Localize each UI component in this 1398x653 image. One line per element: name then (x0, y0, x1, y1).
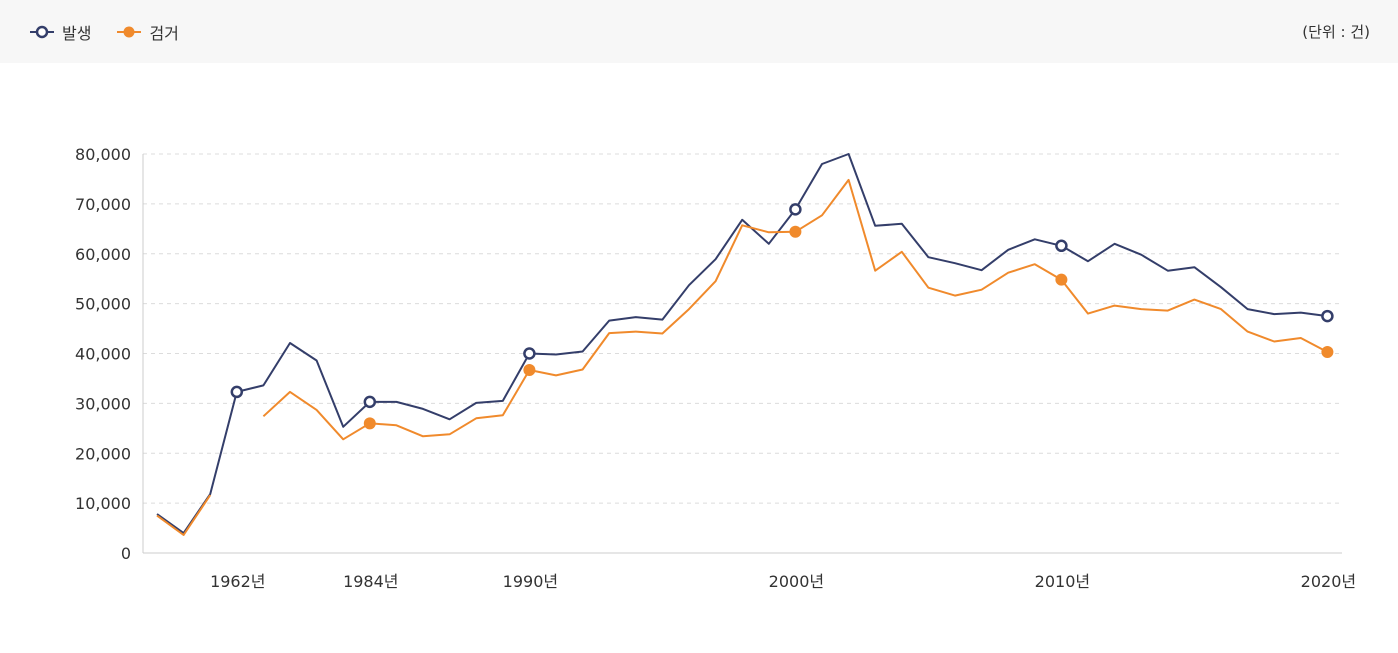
x-tick-label: 1962년 (210, 572, 265, 591)
x-axis-ticks: 1962년 1984년 1990년 2000년 2010년 2020년 (210, 572, 1356, 591)
unit-label: (단위 : 건) (1302, 23, 1370, 41)
legend-item-arrest[interactable]: 검거 (117, 20, 179, 44)
y-tick-label: 80,000 (75, 145, 131, 164)
y-tick-label: 40,000 (75, 345, 131, 364)
data-point-arrest[interactable] (1055, 273, 1068, 286)
x-tick-label: 2000년 (769, 572, 824, 591)
data-point-occurrence[interactable] (230, 385, 244, 399)
y-tick-label: 20,000 (75, 444, 131, 463)
y-tick-label: 30,000 (75, 394, 131, 413)
y-tick-label: 0 (121, 544, 131, 563)
series-line-occurrence (156, 153, 1328, 535)
y-tick-label: 10,000 (75, 494, 131, 513)
y-tick-label: 70,000 (75, 195, 131, 214)
data-point-occurrence[interactable] (1055, 239, 1068, 253)
x-tick-label: 2010년 (1035, 572, 1090, 591)
data-point-arrest[interactable] (1321, 346, 1334, 359)
legend-label-arrest: 검거 (149, 24, 179, 43)
data-point-occurrence[interactable] (789, 203, 802, 216)
data-point-arrest[interactable] (789, 225, 802, 238)
legend-label-occurrence: 발생 (62, 24, 92, 43)
legend-bar: 발생 검거 (단위 : 건) (0, 0, 1398, 63)
grid-lines (143, 153, 1342, 504)
hollow-circle-marker-icon (30, 25, 54, 39)
x-tick-label: 1984년 (343, 572, 398, 591)
series-lines (156, 153, 1334, 536)
chart-legend: 발생 검거 (30, 20, 205, 44)
data-point-occurrence[interactable] (523, 347, 536, 360)
data-point-occurrence[interactable] (363, 395, 377, 409)
x-tick-label: 2020년 (1301, 572, 1356, 591)
data-point-arrest[interactable] (363, 417, 376, 430)
data-point-arrest[interactable] (523, 363, 536, 376)
series-line-arrest (156, 178, 1328, 536)
filled-circle-marker-icon (117, 26, 142, 38)
line-chart: 0 10,000 20,000 30,000 40,000 50,000 60,000 70,… (75, 145, 1356, 591)
y-tick-label: 60,000 (75, 245, 131, 264)
axes (142, 154, 1342, 554)
y-tick-label: 50,000 (75, 295, 131, 314)
data-point-occurrence[interactable] (1321, 309, 1334, 323)
y-axis-ticks: 0 10,000 20,000 30,000 40,000 50,000 60,000 70,… (75, 145, 131, 563)
x-tick-label: 1990년 (503, 572, 558, 591)
legend-item-occurrence[interactable]: 발생 (30, 20, 91, 44)
